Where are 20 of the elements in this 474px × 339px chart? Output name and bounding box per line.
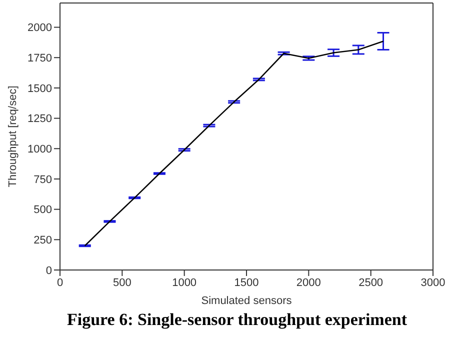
y-tick-label: 2000: [28, 22, 52, 34]
y-tick-label: 1250: [28, 113, 52, 126]
y-axis-title: Throughput [req/sec]: [6, 86, 19, 188]
y-tick-label: 750: [34, 174, 52, 186]
x-tick-label: 1000: [172, 276, 197, 289]
x-axis-title: Simulated sensors: [201, 295, 292, 307]
y-tick-label: 500: [34, 204, 52, 216]
line-series: [84, 40, 384, 246]
x-tick-label: 3000: [420, 276, 446, 289]
x-tick-label: 2000: [296, 276, 321, 289]
y-tick-label: 1000: [28, 144, 52, 156]
y-tick-label: 1750: [28, 52, 52, 65]
x-tick-label: 2500: [358, 276, 384, 289]
y-tick-label: 0: [46, 264, 52, 277]
y-tick-label: 250: [34, 234, 52, 247]
x-tick-label: 0: [56, 276, 64, 289]
x-tick-label: 500: [112, 276, 132, 289]
x-tick-label: 1500: [234, 276, 259, 289]
caption: Figure 6: Single-sensor throughput experiment: [66, 310, 408, 330]
y-tick-label: 1500: [28, 82, 52, 95]
